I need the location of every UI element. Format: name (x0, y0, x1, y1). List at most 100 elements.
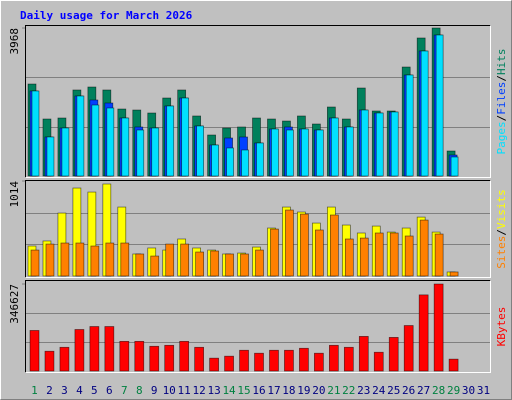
bar (343, 346, 354, 372)
bar (316, 129, 324, 177)
panel-border-light (25, 25, 491, 178)
x-tick-label: 11 (178, 384, 191, 397)
bar (256, 142, 264, 177)
bar (390, 111, 399, 177)
bar (373, 351, 384, 372)
x-tick-label: 10 (163, 384, 176, 397)
bar (106, 107, 115, 177)
x-tick-label: 14 (222, 384, 236, 397)
x-tick-label: 23 (357, 384, 370, 397)
chart-title: Daily usage for March 2026 (20, 9, 193, 22)
x-tick-label: 29 (447, 384, 460, 397)
bar (344, 238, 354, 277)
bar (44, 350, 55, 372)
legend: Pages/Files/Hits (495, 49, 508, 155)
legend-entry: Pages (495, 121, 508, 154)
bar (358, 336, 369, 372)
x-tick-label: 20 (312, 384, 325, 397)
bar (135, 253, 145, 277)
x-tick-label: 12 (193, 384, 206, 397)
bar (448, 358, 459, 372)
bar (331, 117, 339, 177)
x-tick-label: 30 (462, 384, 475, 397)
bar (61, 127, 70, 177)
panel-border-dark (25, 25, 491, 178)
bar (75, 242, 85, 277)
bar (226, 147, 234, 177)
bar (179, 340, 190, 372)
x-tick-label: 21 (327, 384, 340, 397)
bar (46, 136, 55, 177)
bar (299, 347, 309, 372)
bar (433, 283, 444, 372)
legend: Sites/Visits (495, 189, 508, 269)
bar (435, 34, 444, 177)
bar (194, 346, 204, 372)
x-tick-label: 27 (417, 384, 430, 397)
bar (270, 228, 279, 277)
legend-separator: / (495, 75, 508, 82)
panel-border-dark (25, 280, 491, 373)
x-tick-label: 13 (207, 384, 220, 397)
x-tick-label: 6 (106, 384, 113, 397)
bar (404, 235, 414, 277)
x-tick-label: 7 (121, 384, 128, 397)
y-tick-label: 3968 (8, 28, 21, 55)
legend-separator: / (495, 229, 508, 236)
bar (449, 271, 459, 277)
bar (225, 253, 234, 277)
bar (418, 294, 429, 372)
bar (195, 251, 204, 277)
bar (239, 349, 249, 372)
bar (300, 213, 309, 277)
bar (134, 340, 145, 372)
bar (330, 214, 339, 277)
panel-border-light (25, 180, 491, 278)
bar (388, 337, 399, 372)
bar (60, 242, 70, 277)
x-tick-label: 4 (76, 384, 83, 397)
bar (359, 237, 369, 277)
x-tick-label: 8 (136, 384, 143, 397)
bar (389, 232, 399, 277)
bar (209, 357, 219, 372)
bar (269, 349, 279, 372)
bar (211, 144, 219, 177)
bar (374, 232, 384, 277)
bar (419, 219, 429, 277)
bar (450, 156, 459, 177)
x-tick-label: 25 (387, 384, 400, 397)
x-tick-label: 28 (432, 384, 445, 397)
bar (241, 149, 249, 177)
bar (165, 243, 175, 277)
bar (59, 346, 70, 372)
bar (104, 326, 115, 372)
bar (136, 129, 145, 177)
bar (45, 243, 55, 277)
bar (180, 243, 190, 277)
bar (434, 233, 444, 277)
panel-border-dark (25, 180, 491, 278)
bar (210, 250, 219, 277)
bar (31, 90, 40, 177)
bar (284, 349, 294, 372)
bar (181, 97, 190, 177)
legend-separator: / (495, 115, 508, 122)
bar (254, 352, 264, 372)
bar (151, 127, 160, 177)
bar (105, 242, 115, 277)
legend-entry: Visits (495, 189, 508, 229)
bar (224, 355, 234, 372)
x-tick-label: 26 (402, 384, 415, 397)
bar (29, 330, 40, 372)
bar (119, 340, 130, 372)
legend: KBytes (495, 307, 508, 347)
x-tick-label: 24 (372, 384, 386, 397)
legend-entry: KBytes (495, 307, 508, 347)
x-tick-label: 15 (237, 384, 250, 397)
bar (405, 74, 414, 177)
bar (271, 128, 279, 177)
bar (149, 345, 160, 372)
